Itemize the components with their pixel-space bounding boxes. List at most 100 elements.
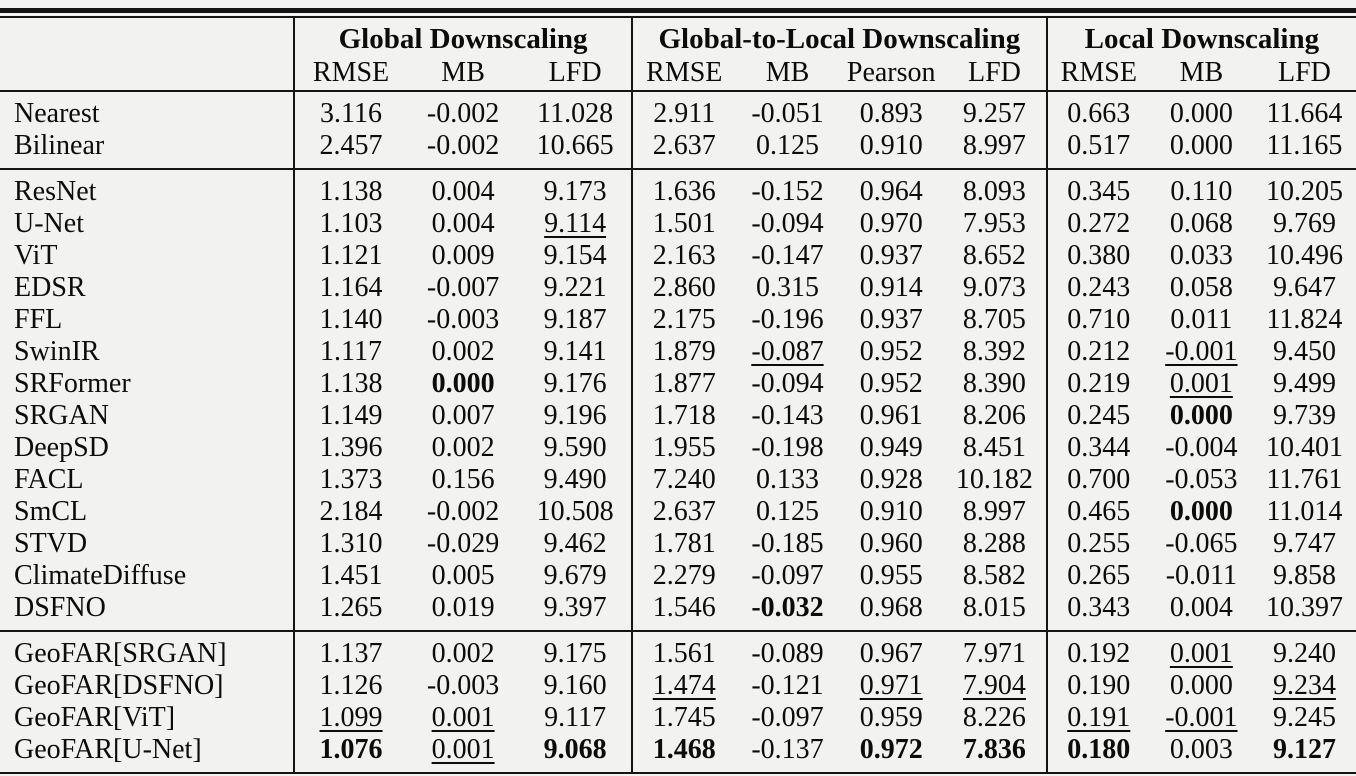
metric-value: 0.000 — [1169, 670, 1233, 701]
metric-value: 9.114 — [544, 208, 607, 239]
metric-value: 0.937 — [859, 304, 923, 335]
metric-value: -0.001 — [1165, 702, 1238, 733]
metric-value: 0.191 — [1045, 702, 1150, 734]
table-row: Bilinear 2.457 -0.002 10.665 2.637 0.125 0.910… — [0, 130, 1356, 169]
method-name: SRGAN — [14, 400, 109, 431]
metric-value: 8.582 — [962, 560, 1026, 591]
metric-value: -0.002 — [426, 98, 500, 129]
metric-value: 2.279 — [630, 560, 736, 592]
metric-value: 10.508 — [536, 496, 614, 527]
metric-value: 9.173 — [543, 176, 607, 207]
metric-value: 0.001 — [1169, 368, 1233, 399]
metric-value: -0.097 — [751, 560, 824, 591]
metric-value: 0.967 — [859, 638, 923, 669]
metric-value: 0.700 — [1045, 464, 1150, 496]
method-name: GeoFAR[SRGAN] — [14, 638, 227, 669]
metric-value: 11.761 — [1266, 464, 1343, 495]
corner-cell — [0, 18, 294, 56]
metric-header-global-rmse: RMSE — [293, 56, 407, 91]
metric-value: 9.175 — [543, 638, 607, 669]
table-row: SRGAN 1.149 0.007 9.196 1.718 -0.143 0.961 8.20… — [0, 400, 1356, 432]
metric-value: 9.462 — [543, 528, 607, 559]
metric-value: 1.099 — [293, 702, 407, 734]
metric-value: 2.175 — [630, 304, 736, 336]
metric-value: 0.910 — [859, 130, 923, 161]
metric-value: 0.952 — [859, 336, 923, 367]
metric-header-g2l-lfd: LFD — [967, 57, 1021, 88]
metric-value: 2.163 — [630, 240, 736, 272]
metric-value: 8.288 — [962, 528, 1026, 559]
metric-header-row: RMSE MB LFD RMSE MB Pearson LFD RMSE MB … — [0, 56, 1356, 91]
metric-value: 9.397 — [543, 592, 607, 623]
metric-value: 1.310 — [293, 528, 407, 560]
metric-value: 0.110 — [1170, 176, 1233, 207]
metric-value: 2.184 — [293, 496, 407, 528]
metric-value: 2.637 — [630, 130, 736, 169]
method-name: SwinIR — [14, 336, 100, 367]
metric-value: 9.234 — [1272, 670, 1336, 701]
metric-value: 1.149 — [293, 400, 407, 432]
metric-value: 0.315 — [755, 272, 819, 303]
metric-value: 1.076 — [293, 734, 407, 772]
metric-value: 0.663 — [1045, 91, 1150, 130]
metric-value: -0.152 — [751, 176, 824, 207]
metric-value: -0.003 — [426, 304, 500, 335]
metric-value: 0.125 — [755, 496, 819, 527]
metric-value: -0.137 — [751, 734, 824, 765]
metric-value: 0.058 — [1169, 272, 1233, 303]
metric-value: -0.001 — [1165, 336, 1238, 367]
metric-value: 0.190 — [1045, 670, 1150, 702]
metric-value: 0.959 — [859, 702, 923, 733]
metric-value: 1.103 — [293, 208, 407, 240]
metric-value: 0.272 — [1045, 208, 1150, 240]
metric-value: 9.221 — [543, 272, 607, 303]
metric-header-global-lfd: LFD — [548, 57, 602, 88]
metric-value: 1.121 — [293, 240, 407, 272]
metric-value: 9.240 — [1272, 638, 1336, 669]
metric-value: -0.147 — [751, 240, 824, 271]
metric-value: 9.257 — [962, 98, 1026, 129]
metric-value: 8.093 — [962, 176, 1026, 207]
metric-value: 0.004 — [431, 208, 495, 239]
metric-value: 0.156 — [431, 464, 495, 495]
column-group-global-downscaling: Global Downscaling — [293, 18, 632, 56]
metric-value: 0.949 — [859, 432, 923, 463]
method-name: DeepSD — [14, 432, 109, 463]
method-name: SmCL — [14, 496, 88, 527]
metric-value: 9.769 — [1272, 208, 1336, 239]
metric-value: 0.255 — [1045, 528, 1150, 560]
metric-value: 1.745 — [630, 702, 736, 734]
metric-value: 9.187 — [543, 304, 607, 335]
metric-value: 0.004 — [1169, 592, 1233, 623]
metric-value: -0.097 — [751, 702, 824, 733]
metric-value: 10.496 — [1265, 240, 1343, 271]
column-group-global-to-local-downscaling: Global-to-Local Downscaling — [630, 18, 1047, 56]
metric-value: 0.001 — [1169, 638, 1233, 669]
metric-value: 0.245 — [1045, 400, 1150, 432]
metric-value: 8.392 — [962, 336, 1026, 367]
metric-value: 1.474 — [630, 670, 736, 702]
metric-value: 11.028 — [537, 98, 614, 129]
method-name: GeoFAR[ViT] — [14, 702, 176, 733]
metric-value: 0.002 — [431, 432, 495, 463]
metric-value: 0.971 — [859, 670, 923, 701]
metric-header-local-mb: MB — [1179, 57, 1224, 88]
metric-value: 7.240 — [630, 464, 736, 496]
metric-value: 0.000 — [431, 368, 495, 399]
method-name: SRFormer — [14, 368, 131, 399]
metric-value: 0.000 — [1169, 98, 1233, 129]
metric-value: -0.002 — [426, 496, 500, 527]
metric-value: 0.380 — [1045, 240, 1150, 272]
metric-value: 0.893 — [859, 98, 923, 129]
table-row: GeoFAR[SRGAN] 1.137 0.002 9.175 1.561 -0.089 0… — [0, 631, 1356, 670]
metric-value: -0.087 — [751, 336, 824, 367]
metric-value: 1.636 — [630, 169, 736, 208]
metric-value: 0.002 — [431, 638, 495, 669]
metric-value: 9.679 — [543, 560, 607, 591]
metric-value: 0.001 — [431, 734, 495, 765]
metric-value: 8.705 — [962, 304, 1026, 335]
metric-value: 0.265 — [1045, 560, 1150, 592]
metric-value: -0.198 — [751, 432, 824, 463]
metric-value: 0.212 — [1045, 336, 1150, 368]
metric-value: 1.501 — [630, 208, 736, 240]
